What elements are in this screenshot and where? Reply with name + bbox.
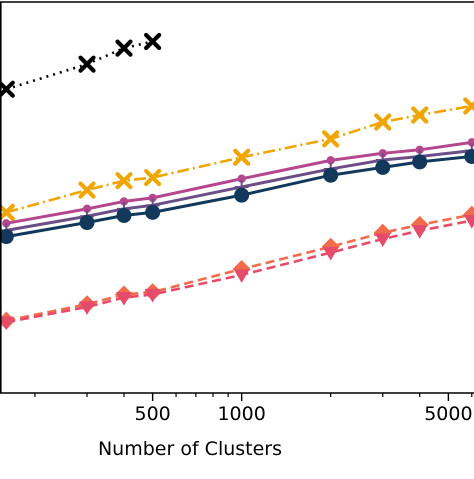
circle-marker [323,167,339,183]
axes-layer: 500 1000 5000 [0,1,474,425]
x-marker [78,181,96,199]
x-marker [411,106,429,124]
circle-marker [0,229,14,245]
series-2 [2,138,474,228]
circle-marker [79,215,95,231]
series-1 [0,97,474,221]
x-marker [115,39,133,57]
x-axis-label: Number of Clusters [98,438,282,460]
series-4 [0,148,474,245]
circle-marker [375,159,391,175]
series-line [5,40,153,91]
series-6 [0,214,474,331]
x-tick-label: 500 [135,403,171,425]
x-marker [0,203,15,221]
circle-marker [412,154,428,170]
triangle-marker [322,247,339,261]
triangle-marker [144,288,161,303]
triangle-marker [411,225,428,239]
x-marker [115,172,133,190]
x-marker [233,148,251,166]
small-circle-marker [119,197,129,206]
triangle-marker [79,301,96,315]
triangle-marker [233,269,250,283]
small-circle-marker [2,219,11,228]
circle-marker [234,187,250,203]
x-marker [0,80,15,98]
circle-marker [116,207,132,223]
small-circle-marker [326,156,335,165]
x-marker [78,55,96,73]
x-marker [144,168,162,187]
triangle-marker [374,233,391,247]
circle-marker [464,148,474,164]
circle-marker [145,204,161,220]
small-circle-marker [82,204,92,214]
x-marker [144,32,162,51]
small-circle-marker [148,193,157,203]
small-circle-marker [237,174,246,183]
x-marker [322,130,340,148]
triangle-marker [115,291,132,306]
x-tick-label: 1000 [217,403,265,425]
x-marker [374,113,392,131]
series-0 [0,32,162,98]
x-marker [463,97,474,115]
x-tick-label: 5000 [424,403,472,425]
series-layer [0,32,474,331]
triangle-marker [0,316,15,331]
triangle-marker [463,214,474,229]
